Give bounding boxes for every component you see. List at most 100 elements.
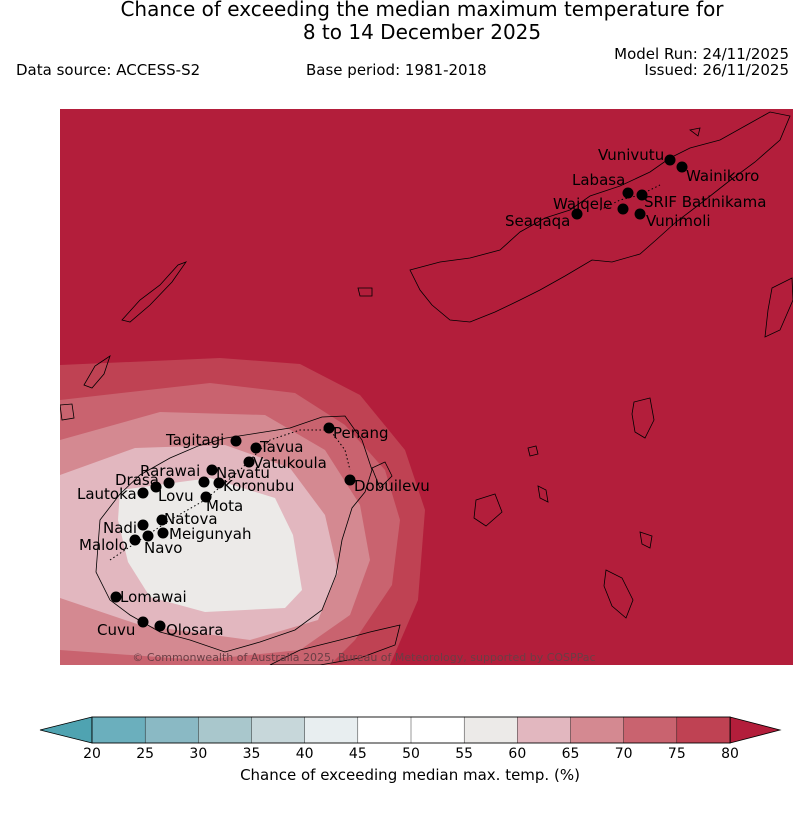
station-marker bbox=[243, 456, 255, 468]
colorbar-tick-label: 65 bbox=[562, 746, 580, 762]
station-label: Malolo bbox=[79, 536, 128, 554]
copyright-notice: © Commonwealth of Australia 2025, Bureau… bbox=[132, 651, 595, 664]
station-marker bbox=[206, 464, 218, 476]
station-marker bbox=[571, 208, 583, 220]
station-marker bbox=[154, 620, 166, 632]
base-period: Base period: 1981-2018 bbox=[306, 61, 487, 79]
station-marker bbox=[622, 187, 634, 199]
yasawa-coast bbox=[121, 261, 188, 323]
coastlines bbox=[60, 111, 793, 665]
issued-date: Issued: 26/11/2025 bbox=[644, 61, 789, 79]
station-label: Drasa bbox=[115, 471, 159, 489]
station-marker bbox=[110, 591, 122, 603]
station-label: SRIF Batinikama bbox=[644, 193, 766, 211]
contour-50-55 bbox=[118, 478, 302, 612]
station-label: Koronubu bbox=[223, 477, 294, 495]
station-label: Vatukoula bbox=[253, 454, 327, 472]
station-label: Tagitagi bbox=[165, 431, 224, 449]
station-marker bbox=[129, 534, 141, 546]
stations: Vunivutu Wainikoro Labasa SRIF Batinikama Wa… bbox=[77, 146, 766, 639]
station-marker bbox=[323, 422, 335, 434]
station-marker bbox=[200, 491, 212, 503]
kadavu-coast bbox=[269, 624, 401, 665]
colorbar-tick-label: 60 bbox=[508, 746, 526, 762]
colorbar-segment bbox=[676, 716, 731, 744]
station-marker bbox=[213, 477, 225, 489]
colorbar-tick-label: 45 bbox=[349, 746, 367, 762]
colorbar-tick-label: 35 bbox=[243, 746, 261, 762]
colorbar-low-arrow bbox=[39, 716, 93, 744]
station-label: Mota bbox=[206, 497, 243, 515]
koro-coast bbox=[473, 493, 503, 527]
colorbar-segment bbox=[198, 716, 253, 744]
station-marker bbox=[617, 203, 629, 215]
colorbar-tick-label: 55 bbox=[455, 746, 473, 762]
colorbar-segment bbox=[570, 716, 625, 744]
colorbar-tick-label: 25 bbox=[136, 746, 154, 762]
model-run: Model Run: 24/11/2025 bbox=[614, 45, 789, 63]
colorbar-segment bbox=[144, 716, 200, 744]
colorbar-tick-label: 75 bbox=[668, 746, 686, 762]
station-label: Wainikoro bbox=[686, 167, 759, 185]
colorbar-tick-label: 70 bbox=[615, 746, 633, 762]
station-label: Navatu bbox=[216, 464, 270, 482]
west-isles-coast bbox=[60, 403, 75, 421]
colorbar-tick-label: 20 bbox=[83, 746, 101, 762]
viti-levu-coast bbox=[95, 415, 373, 653]
station-label: Lautoka bbox=[77, 485, 137, 503]
mamanuca-coast bbox=[83, 355, 111, 389]
station-label: Labasa bbox=[572, 171, 625, 189]
colorbar-high-arrow bbox=[729, 716, 782, 744]
lakeba-coast bbox=[639, 531, 653, 549]
station-label: Dobuilevu bbox=[354, 477, 430, 495]
moala-coast bbox=[631, 397, 655, 439]
colorbar-segment bbox=[623, 716, 678, 744]
station-marker bbox=[634, 208, 646, 220]
colorbar-tick-label: 50 bbox=[402, 746, 420, 762]
tailevu-coast bbox=[527, 445, 539, 457]
station-label: Vunimoli bbox=[646, 212, 711, 230]
station-marker bbox=[156, 514, 168, 526]
station-label: Natova bbox=[164, 510, 218, 528]
station-label: Penang bbox=[333, 424, 388, 442]
station-label: Seaqaqa bbox=[505, 212, 570, 230]
station-marker bbox=[250, 442, 262, 454]
station-label: Lomawai bbox=[120, 588, 187, 606]
colorbar-tick-label: 30 bbox=[189, 746, 207, 762]
station-marker bbox=[163, 477, 175, 489]
colorbar-segment bbox=[91, 716, 146, 744]
station-label: Meigunyah bbox=[169, 525, 251, 543]
taveuni-coast bbox=[764, 277, 793, 338]
station-label: Vunivutu bbox=[598, 146, 664, 164]
colorbar-segment bbox=[410, 716, 465, 744]
colorbar-segment bbox=[463, 716, 519, 744]
station-marker bbox=[150, 481, 162, 493]
station-label: Lovu bbox=[158, 487, 194, 505]
colorbar-label: Chance of exceeding median max. temp. (%… bbox=[240, 766, 580, 784]
station-marker bbox=[137, 616, 149, 628]
station-marker bbox=[137, 519, 149, 531]
station-label: Tavua bbox=[259, 438, 303, 456]
station-marker bbox=[344, 474, 356, 486]
colorbar: 20 25 30 35 40 45 50 55 60 65 70 75 80 bbox=[39, 716, 782, 762]
station-marker bbox=[636, 189, 648, 201]
station-marker bbox=[142, 530, 154, 542]
colorbar-segment bbox=[517, 716, 572, 744]
ovalau-coast bbox=[371, 461, 393, 489]
data-source: Data source: ACCESS-S2 bbox=[16, 61, 201, 79]
station-label: Nadi bbox=[103, 519, 137, 537]
station-marker bbox=[230, 435, 242, 447]
colorbar-frame bbox=[91, 716, 731, 744]
colorbar-ticks: 20 25 30 35 40 45 50 55 60 65 70 75 80 bbox=[83, 746, 739, 762]
colorbar-segment bbox=[304, 716, 359, 744]
gau-coast bbox=[537, 485, 549, 503]
station-marker bbox=[664, 154, 676, 166]
map-title: Chance of exceeding the median maximum t… bbox=[0, 0, 804, 44]
station-marker bbox=[137, 487, 149, 499]
vanua-levu-coast bbox=[409, 111, 791, 323]
qamea-coast bbox=[689, 127, 701, 137]
lau-coast bbox=[603, 569, 634, 619]
station-label: Olosara bbox=[166, 621, 224, 639]
station-label: Rarawai bbox=[140, 462, 200, 480]
colorbar-segment bbox=[357, 716, 412, 744]
